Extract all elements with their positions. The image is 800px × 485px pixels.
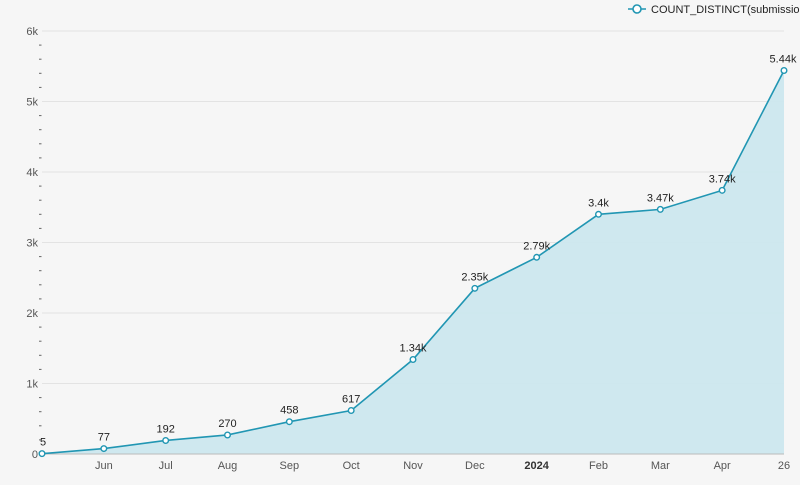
data-point	[718, 186, 726, 194]
y-tick-label: 5k	[26, 97, 38, 109]
legend[interactable]: COUNT_DISTINCT(submission_id)	[628, 4, 800, 16]
data-label: 2.35k	[461, 271, 488, 283]
data-point	[223, 431, 231, 439]
data-point	[100, 445, 108, 453]
x-tick-label: Oct	[343, 460, 360, 472]
y-tick-label: 1k	[26, 379, 38, 391]
data-label: 458	[280, 405, 298, 417]
data-point	[533, 253, 541, 261]
data-label: 1.34k	[400, 343, 427, 355]
data-point	[780, 66, 788, 74]
data-label: 270	[218, 418, 236, 430]
y-tick-label: 6k	[26, 26, 38, 38]
data-label: 3.4k	[588, 197, 609, 209]
data-label: 2.79k	[523, 240, 550, 252]
data-label: 77	[98, 432, 110, 444]
data-point	[595, 210, 603, 218]
x-tick-label: 26	[778, 460, 790, 472]
x-tick-label: Feb	[589, 460, 608, 472]
x-tick-label: Sep	[280, 460, 300, 472]
x-tick-label: Nov	[403, 460, 423, 472]
x-tick-label: Aug	[218, 460, 238, 472]
x-tick-label: 2024	[524, 460, 549, 472]
data-point	[471, 284, 479, 292]
x-tick-label: Mar	[651, 460, 670, 472]
y-tick-label: 2k	[26, 308, 38, 320]
data-labels: 5 77 192 270 458 617 1.34k 2.35k 2.79k 3.4k 3.47k 3…	[40, 53, 797, 448]
x-tick-label: Jun	[95, 460, 113, 472]
y-tick-label: 3k	[26, 238, 38, 250]
data-point	[162, 436, 170, 444]
data-point	[347, 407, 355, 415]
legend-marker-icon	[632, 4, 642, 14]
legend-label: COUNT_DISTINCT(submission_id)	[651, 4, 800, 16]
series-area	[42, 70, 784, 454]
data-label: 617	[342, 394, 360, 406]
data-label: 5.44k	[770, 53, 797, 65]
axes: 0 1k 2k 3k 4k 5k 6k Jun Jul Aug Sep Oct Nov Dec 2024 Fe…	[26, 26, 790, 472]
x-tick-label: Dec	[465, 460, 485, 472]
series-layer	[38, 66, 788, 458]
y-tick-label: 0	[32, 449, 38, 461]
data-point	[38, 450, 46, 458]
data-point	[285, 418, 293, 426]
data-label: 3.47k	[647, 192, 674, 204]
data-label: 192	[156, 423, 174, 435]
area-layer	[42, 70, 784, 454]
data-point	[656, 205, 664, 213]
data-label: 3.74k	[709, 173, 736, 185]
data-point	[409, 356, 417, 364]
data-label: 5	[40, 437, 46, 449]
x-tick-label: Jul	[159, 460, 173, 472]
y-tick-label: 4k	[26, 167, 38, 179]
x-tick-label: Apr	[714, 460, 731, 472]
